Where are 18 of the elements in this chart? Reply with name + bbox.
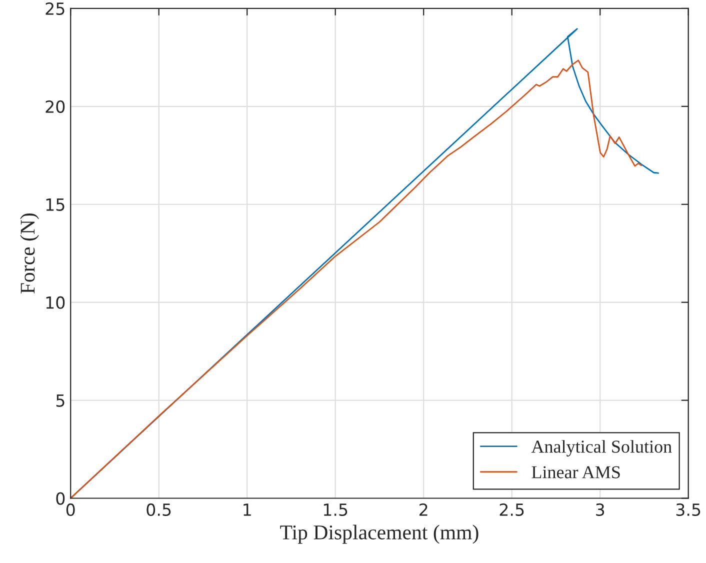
x-tick-label: 1.5 xyxy=(324,504,348,516)
x-tick-label: 0.5 xyxy=(146,503,171,516)
x-tick-label: 0 xyxy=(66,503,75,516)
y-tick-label: 0 xyxy=(56,492,65,505)
y-axis-title: Force (N) xyxy=(20,213,39,294)
x-tick-label: 3 xyxy=(596,503,604,516)
x-axis-title: Tip Displacement (mm) xyxy=(280,524,478,544)
x-tick-label: 2 xyxy=(420,503,428,516)
legend-label: Linear AMS xyxy=(532,466,620,478)
y-tick-label: 5 xyxy=(56,394,64,407)
x-tick-label: 1 xyxy=(244,504,251,516)
y-tick-label: 20 xyxy=(46,100,65,113)
y-tick-label: 10 xyxy=(46,296,65,309)
x-tick-label: 2.5 xyxy=(500,503,524,516)
y-tick-label: 25 xyxy=(46,2,64,16)
x-tick-label: 3.5 xyxy=(676,503,700,516)
y-tick-label: 15 xyxy=(46,198,64,211)
legend-label: Analytical Solution xyxy=(531,440,672,456)
